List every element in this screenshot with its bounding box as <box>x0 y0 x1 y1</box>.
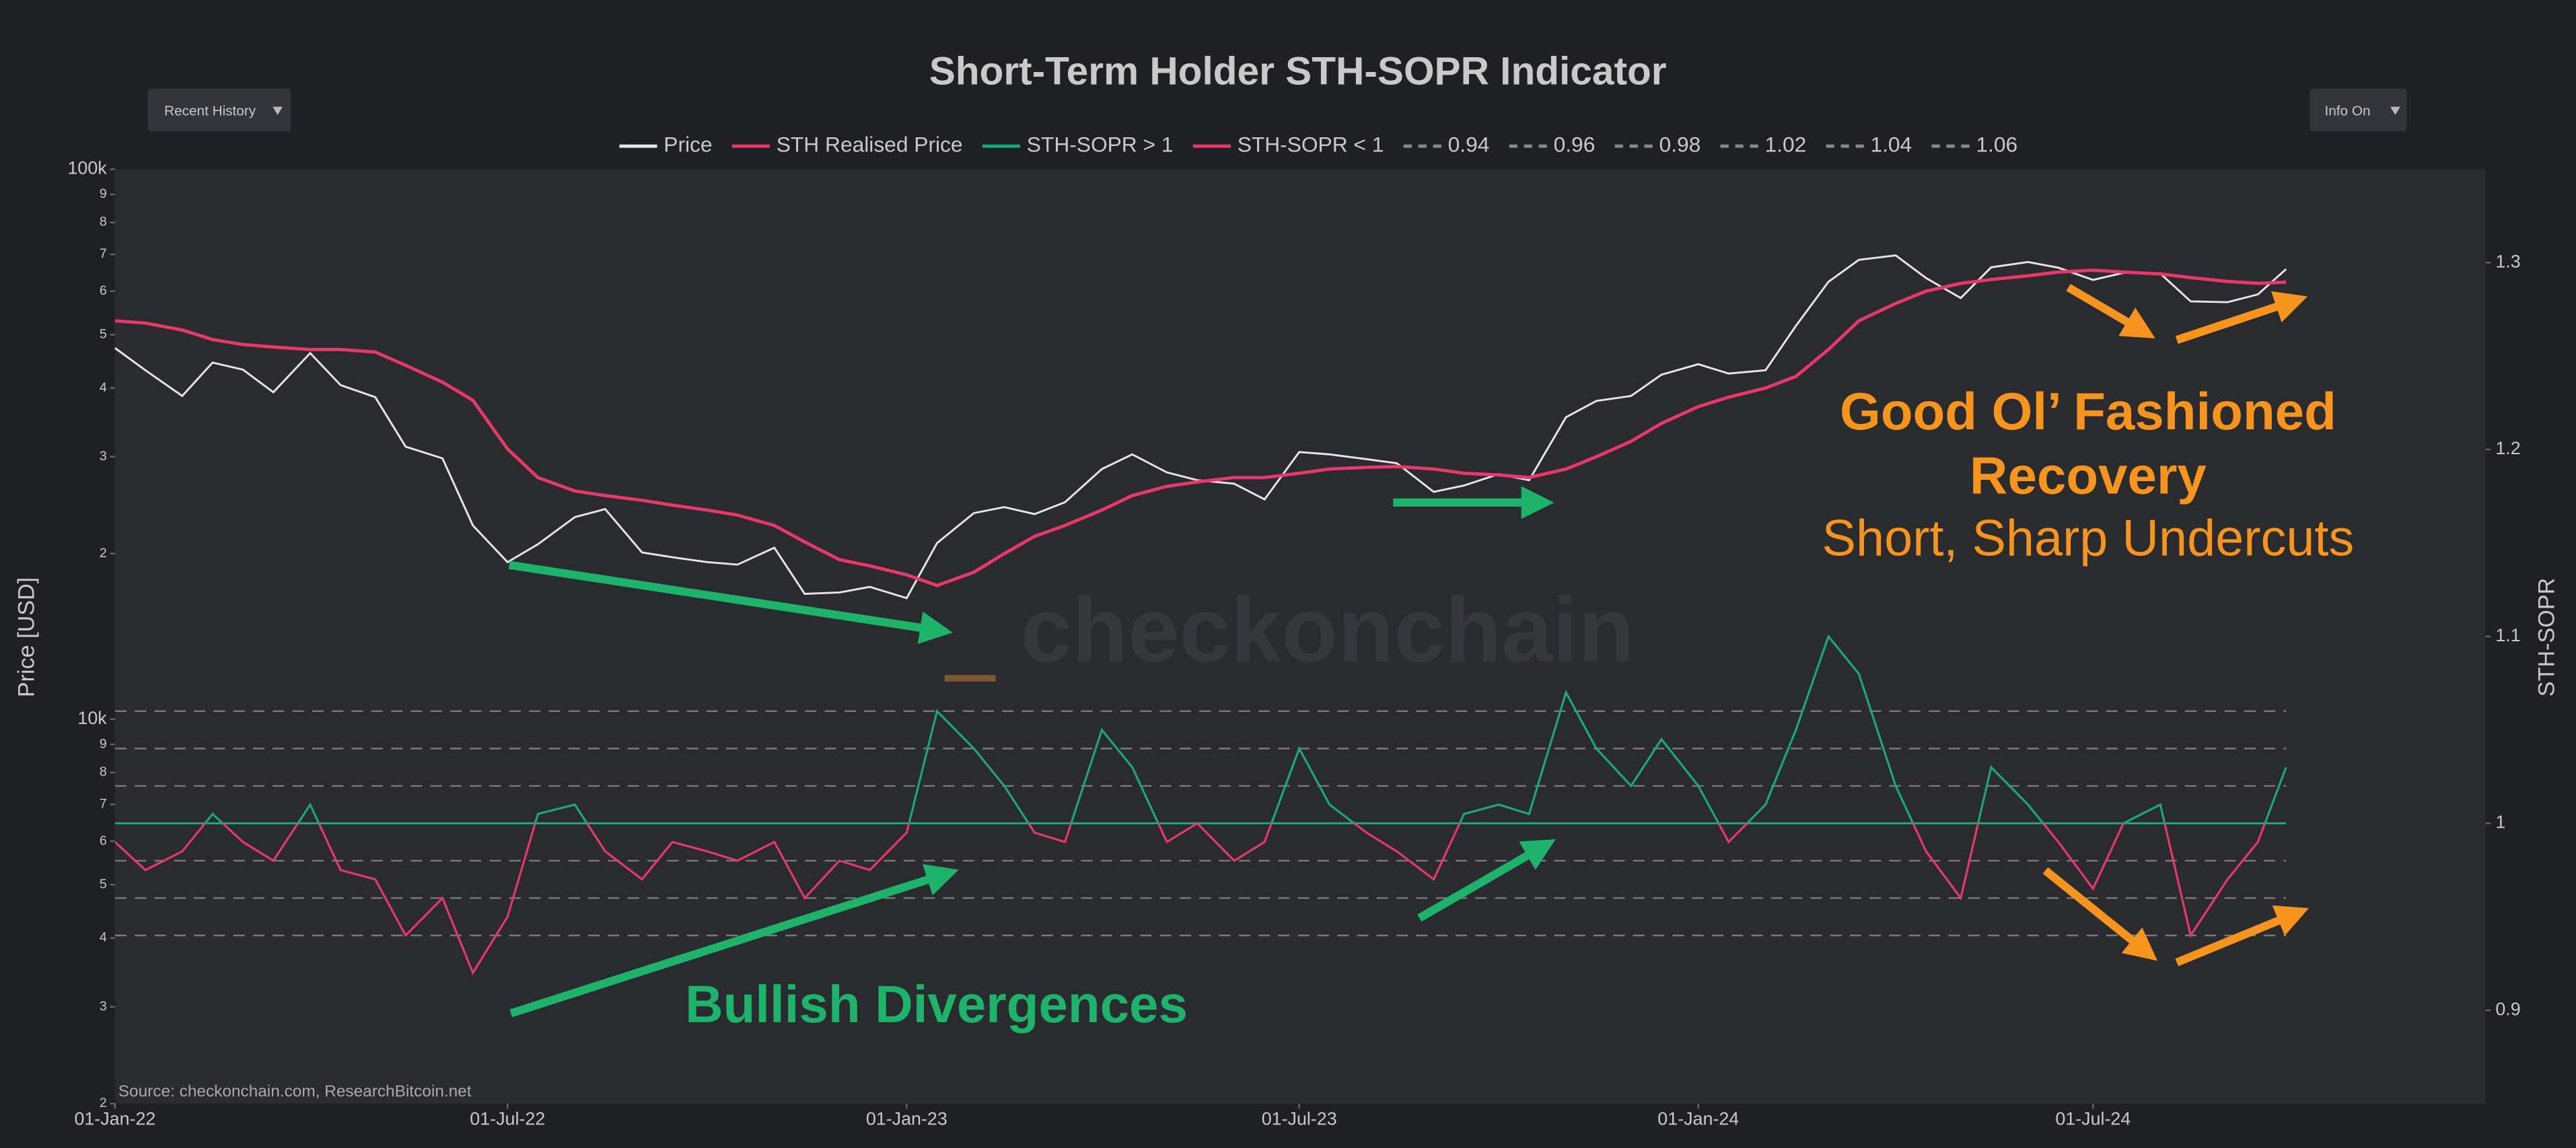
y-tick-label: 4 <box>100 930 107 945</box>
info-button[interactable]: Info On <box>2310 88 2407 132</box>
arrow <box>2175 905 2310 966</box>
arrow <box>508 561 953 644</box>
arrows <box>508 283 2310 1017</box>
dropdown-icon[interactable] <box>2390 106 2400 115</box>
button-box[interactable] <box>2310 88 2407 132</box>
y2-tick-label: 1.2 <box>2495 438 2520 458</box>
y-tick-label: 3 <box>100 449 107 464</box>
series-line <box>114 268 2287 587</box>
legend-label: 0.94 <box>1448 133 1490 157</box>
annotation: Recovery <box>1970 445 2207 505</box>
legend-label: STH-SOPR > 1 <box>1027 133 1174 157</box>
y-tick-label: 4 <box>100 380 107 395</box>
y-tick-label: 8 <box>100 215 107 229</box>
x-tick-label: 01-Jul-22 <box>470 1109 545 1129</box>
recent-history-button[interactable]: Recent History <box>147 88 291 132</box>
y-tick-label: 10k <box>77 708 107 728</box>
arrow <box>509 864 959 1017</box>
y-tick-label: 2 <box>100 1096 107 1110</box>
y2-tick-label: 1 <box>2495 812 2505 832</box>
legend-label: 1.02 <box>1765 133 1807 157</box>
x-tick-label: 01-Jul-24 <box>2055 1109 2131 1129</box>
y-tick-label: 5 <box>100 877 107 892</box>
y2-tick-label: 0.9 <box>2495 999 2520 1019</box>
y-tick-label: 9 <box>100 736 107 751</box>
legend-label: STH-SOPR < 1 <box>1238 133 1384 157</box>
y-tick-label: 5 <box>100 327 107 342</box>
y-tick-label: 8 <box>100 764 107 779</box>
legend-label: 0.96 <box>1554 133 1596 157</box>
y-tick-label: 100k <box>67 157 107 178</box>
y-tick-label: 9 <box>100 186 107 201</box>
watermark-dash <box>944 675 996 682</box>
legend-label: 1.04 <box>1870 133 1912 157</box>
arrow <box>2042 867 2158 961</box>
legend-label: Price <box>664 133 712 157</box>
plot-area <box>114 169 2486 1104</box>
arrow <box>1417 839 1556 922</box>
x-tick-label: 01-Jan-24 <box>1657 1109 1739 1129</box>
y-tick-label: 6 <box>100 833 107 848</box>
annotation: Short, Sharp Undercuts <box>1822 509 2355 567</box>
y-tick-label: 3 <box>100 999 107 1013</box>
legend-label: STH Realised Price <box>777 133 963 157</box>
watermark: checkonchain <box>1021 578 1635 681</box>
button-box[interactable] <box>147 88 291 132</box>
x-tick-label: 01-Jul-23 <box>1262 1109 1337 1129</box>
marks: 2 3 4 5 6 7 8 9 10k 2 3 4 5 6 7 8 9 100k 0.9 1 1.1 1.2 1.3 01-J… <box>67 133 2520 1129</box>
x-tick-label: 01-Jan-22 <box>74 1109 155 1129</box>
y-tick-label: 7 <box>100 246 107 261</box>
arrow <box>2066 283 2155 338</box>
annotation: Bullish Divergences <box>685 974 1188 1034</box>
source-note: Source: checkonchain.com, ResearchBitcoi… <box>118 1082 472 1100</box>
dropdown-icon[interactable] <box>273 106 283 115</box>
y2-tick-label: 1.1 <box>2495 625 2520 645</box>
x-tick-label: 01-Jan-23 <box>866 1109 947 1129</box>
y2-axis-label: STH-SOPR <box>2534 578 2560 696</box>
chart-title: Short-Term Holder STH-SOPR Indicator <box>929 49 1667 93</box>
sopr-below-line <box>114 823 2266 976</box>
legend-label: 1.06 <box>1976 133 2017 157</box>
annotation: Good Ol’ Fashioned <box>1840 382 2336 441</box>
y-axis-label: Price [USD] <box>14 577 40 697</box>
y-tick-label: 6 <box>100 283 107 298</box>
legend-label: 0.98 <box>1659 133 1701 157</box>
button-label[interactable]: Recent History <box>164 103 256 118</box>
y-tick-label: 2 <box>100 546 107 561</box>
button-label[interactable]: Info On <box>2324 103 2370 118</box>
y2-tick-label: 1.3 <box>2495 251 2520 271</box>
arrow <box>2175 291 2308 344</box>
y-tick-label: 7 <box>100 797 107 812</box>
series-line <box>114 254 2287 600</box>
